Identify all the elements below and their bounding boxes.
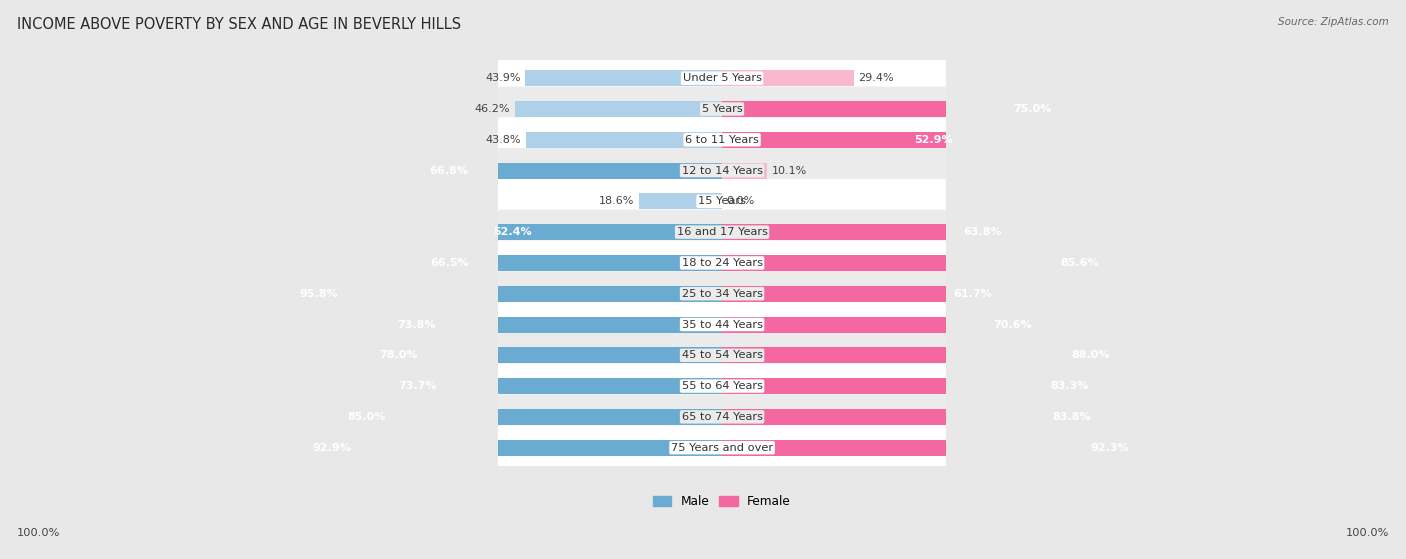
- Bar: [391, 316, 723, 333]
- Text: 66.5%: 66.5%: [430, 258, 470, 268]
- Bar: [723, 224, 1008, 240]
- Text: INCOME ABOVE POVERTY BY SEX AND AGE IN BEVERLY HILLS: INCOME ABOVE POVERTY BY SEX AND AGE IN B…: [17, 17, 461, 32]
- Text: 6 to 11 Years: 6 to 11 Years: [685, 135, 759, 145]
- Text: 35 to 44 Years: 35 to 44 Years: [682, 320, 762, 329]
- Bar: [524, 70, 723, 86]
- Text: 46.2%: 46.2%: [475, 104, 510, 114]
- Text: 25 to 34 Years: 25 to 34 Years: [682, 288, 762, 299]
- FancyBboxPatch shape: [498, 425, 946, 470]
- Text: 75 Years and over: 75 Years and over: [671, 443, 773, 453]
- FancyBboxPatch shape: [498, 117, 946, 162]
- Text: 100.0%: 100.0%: [1346, 528, 1389, 538]
- Bar: [340, 409, 723, 425]
- Text: 55 to 64 Years: 55 to 64 Years: [682, 381, 762, 391]
- Text: 83.3%: 83.3%: [1050, 381, 1090, 391]
- Text: 88.0%: 88.0%: [1071, 350, 1111, 361]
- Bar: [723, 347, 1116, 363]
- FancyBboxPatch shape: [498, 395, 946, 439]
- Text: Under 5 Years: Under 5 Years: [682, 73, 762, 83]
- Text: 66.8%: 66.8%: [429, 165, 468, 176]
- FancyBboxPatch shape: [498, 148, 946, 193]
- Bar: [723, 163, 768, 178]
- Bar: [723, 70, 853, 86]
- Text: Source: ZipAtlas.com: Source: ZipAtlas.com: [1278, 17, 1389, 27]
- Text: 18.6%: 18.6%: [599, 196, 634, 206]
- Bar: [423, 255, 723, 271]
- Bar: [391, 378, 723, 394]
- Text: 92.3%: 92.3%: [1091, 443, 1129, 453]
- Bar: [638, 193, 723, 210]
- Text: 16 and 17 Years: 16 and 17 Years: [676, 227, 768, 237]
- Text: 45 to 54 Years: 45 to 54 Years: [682, 350, 762, 361]
- Bar: [723, 255, 1107, 271]
- Text: 73.7%: 73.7%: [398, 381, 437, 391]
- FancyBboxPatch shape: [498, 210, 946, 254]
- FancyBboxPatch shape: [498, 363, 946, 409]
- Text: 29.4%: 29.4%: [859, 73, 894, 83]
- FancyBboxPatch shape: [498, 240, 946, 286]
- Bar: [723, 378, 1095, 394]
- Text: 95.8%: 95.8%: [299, 288, 337, 299]
- Bar: [486, 224, 723, 240]
- FancyBboxPatch shape: [498, 179, 946, 224]
- Bar: [422, 163, 723, 178]
- Text: 52.4%: 52.4%: [494, 227, 533, 237]
- Bar: [723, 409, 1098, 425]
- Text: 15 Years: 15 Years: [697, 196, 747, 206]
- FancyBboxPatch shape: [498, 271, 946, 316]
- Text: 75.0%: 75.0%: [1014, 104, 1052, 114]
- Bar: [723, 132, 959, 148]
- Bar: [723, 440, 1136, 456]
- Text: 73.8%: 73.8%: [398, 320, 436, 329]
- Text: 78.0%: 78.0%: [378, 350, 418, 361]
- Bar: [292, 286, 723, 302]
- Bar: [723, 286, 998, 302]
- Text: 12 to 14 Years: 12 to 14 Years: [682, 165, 762, 176]
- Text: 61.7%: 61.7%: [953, 288, 993, 299]
- Text: 10.1%: 10.1%: [772, 165, 807, 176]
- Legend: Male, Female: Male, Female: [648, 490, 796, 513]
- Text: 52.9%: 52.9%: [914, 135, 953, 145]
- Text: 70.6%: 70.6%: [994, 320, 1032, 329]
- Text: 65 to 74 Years: 65 to 74 Years: [682, 412, 762, 422]
- Text: 63.8%: 63.8%: [963, 227, 1001, 237]
- Bar: [373, 347, 723, 363]
- Text: 18 to 24 Years: 18 to 24 Years: [682, 258, 762, 268]
- Text: 85.0%: 85.0%: [347, 412, 385, 422]
- FancyBboxPatch shape: [498, 87, 946, 131]
- FancyBboxPatch shape: [498, 56, 946, 101]
- FancyBboxPatch shape: [498, 302, 946, 347]
- Text: 5 Years: 5 Years: [702, 104, 742, 114]
- Bar: [515, 101, 723, 117]
- Text: 0.0%: 0.0%: [727, 196, 755, 206]
- Text: 92.9%: 92.9%: [312, 443, 352, 453]
- Text: 83.8%: 83.8%: [1053, 412, 1091, 422]
- Bar: [526, 132, 723, 148]
- Text: 85.6%: 85.6%: [1060, 258, 1099, 268]
- Bar: [305, 440, 723, 456]
- Text: 100.0%: 100.0%: [17, 528, 60, 538]
- Text: 43.9%: 43.9%: [485, 73, 520, 83]
- Text: 43.8%: 43.8%: [485, 135, 522, 145]
- FancyBboxPatch shape: [498, 333, 946, 378]
- Bar: [723, 316, 1039, 333]
- Bar: [723, 101, 1059, 117]
